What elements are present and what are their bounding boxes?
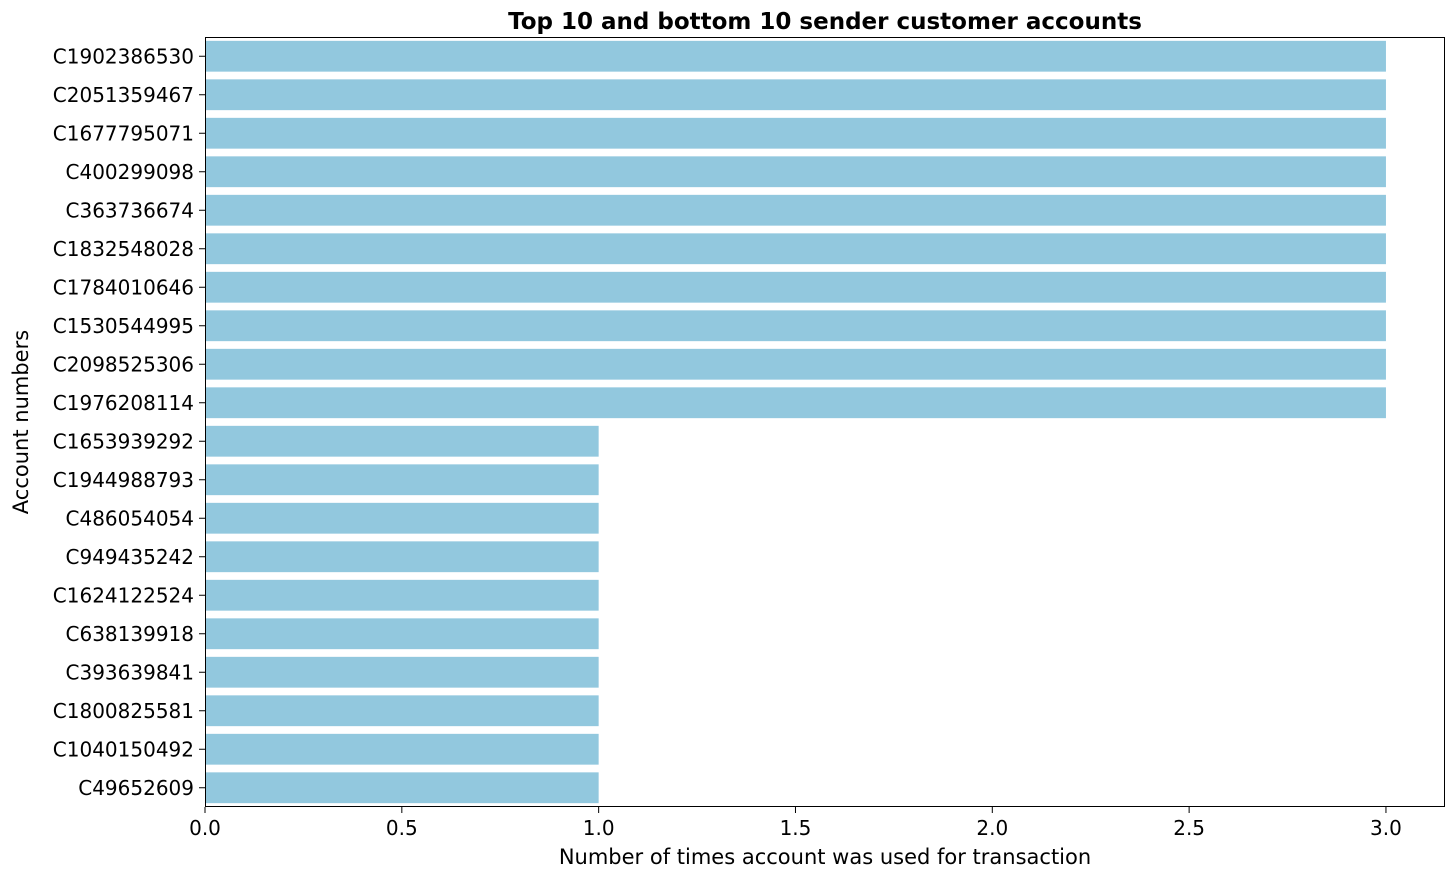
x-tick-label: 3.0 (1370, 816, 1402, 840)
x-axis: 0.0 0.5 1.0 1.5 2.0 2.5 3.0 (189, 807, 1402, 840)
y-tick-label: C400299098 (66, 160, 195, 184)
y-tick-label: C1902386530 (53, 44, 194, 68)
bar-C1902386530 (205, 40, 1386, 72)
bar-C393639841 (205, 656, 599, 688)
y-tick-label: C1677795071 (53, 121, 194, 145)
y-tick-label: C1530544995 (53, 314, 194, 338)
bar-C363736674 (205, 194, 1386, 226)
bar-C1976208114 (205, 387, 1386, 419)
y-tick-label: C393639841 (66, 660, 195, 684)
bar-C1800825581 (205, 695, 599, 727)
y-tick-label: C1800825581 (53, 699, 194, 723)
bar-C1784010646 (205, 271, 1386, 303)
bars-layer (205, 40, 1386, 804)
y-tick-label: C1832548028 (53, 237, 194, 261)
bar-C1944988793 (205, 464, 599, 496)
x-tick-label: 2.0 (976, 816, 1008, 840)
bar-C949435242 (205, 541, 599, 573)
y-axis-label: Account numbers (9, 330, 33, 514)
x-tick-label: 1.5 (780, 816, 812, 840)
y-tick-label: C1784010646 (53, 275, 194, 299)
x-tick-label: 0.0 (189, 816, 221, 840)
bar-C2051359467 (205, 79, 1386, 111)
y-tick-label: C638139918 (66, 622, 195, 646)
y-tick-label: C2098525306 (53, 352, 194, 376)
y-tick-label: C1653939292 (53, 429, 194, 453)
y-axis: C1902386530 C2051359467 C1677795071 C400299… (53, 44, 205, 800)
bar-C49652609 (205, 772, 599, 804)
y-tick-label: C49652609 (78, 776, 194, 800)
y-tick-label: C2051359467 (53, 83, 194, 107)
bar-C2098525306 (205, 348, 1386, 380)
x-tick-label: 0.5 (386, 816, 418, 840)
bar-C1653939292 (205, 425, 599, 457)
x-tick-label: 1.0 (583, 816, 615, 840)
y-tick-label: C1040150492 (53, 737, 194, 761)
bar-C1677795071 (205, 117, 1386, 149)
bar-C1530544995 (205, 310, 1386, 342)
bar-C1624122524 (205, 579, 599, 611)
bar-C1040150492 (205, 733, 599, 765)
y-tick-label: C949435242 (66, 545, 195, 569)
x-tick-label: 2.5 (1173, 816, 1205, 840)
y-tick-label: C1624122524 (53, 583, 194, 607)
bar-C400299098 (205, 156, 1386, 188)
plot-frame (205, 37, 1445, 807)
y-tick-label: C363736674 (66, 198, 195, 222)
bar-C486054054 (205, 502, 599, 534)
bar-C1832548028 (205, 233, 1386, 265)
y-tick-label: C486054054 (66, 506, 195, 530)
y-tick-label: C1976208114 (53, 391, 194, 415)
y-tick-label: C1944988793 (53, 468, 194, 492)
x-axis-label: Number of times account was used for tra… (559, 845, 1091, 869)
chart-title: Top 10 and bottom 10 sender customer acc… (508, 9, 1142, 35)
bar-C638139918 (205, 618, 599, 650)
